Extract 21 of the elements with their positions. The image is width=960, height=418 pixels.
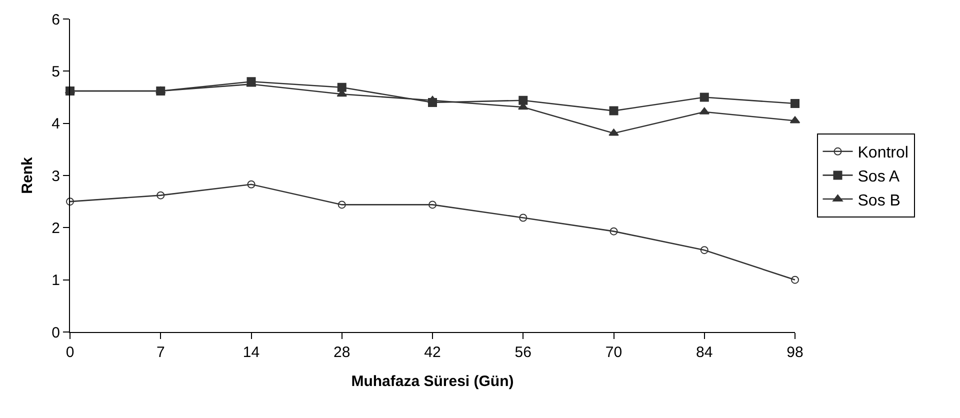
x-tick-label: 56 xyxy=(514,344,532,361)
x-tick-label: 70 xyxy=(605,344,622,361)
y-axis-title: Renk xyxy=(18,156,36,194)
legend-label: Sos A xyxy=(858,168,900,186)
x-tick-label: 42 xyxy=(424,344,441,361)
x-tick-label: 98 xyxy=(786,344,804,361)
y-tick-label: 0 xyxy=(52,324,60,342)
x-tick-label: 0 xyxy=(66,344,74,361)
y-tick-label: 3 xyxy=(52,168,60,185)
x-tick-label: 14 xyxy=(242,344,260,361)
y-tick-label: 4 xyxy=(52,116,60,133)
x-tick-label: 7 xyxy=(156,344,165,361)
y-tick-label: 1 xyxy=(52,272,60,290)
y-tick-label: 2 xyxy=(52,220,60,237)
y-tick-label: 5 xyxy=(52,63,60,80)
legend-label: Sos B xyxy=(858,192,900,210)
y-tick-label: 6 xyxy=(52,11,60,28)
x-axis-title: Muhafaza Süresi (Gün) xyxy=(351,373,514,390)
x-tick-label: 28 xyxy=(334,344,350,361)
legend-label: Kontrol xyxy=(858,144,908,162)
x-tick-label: 84 xyxy=(696,344,713,361)
